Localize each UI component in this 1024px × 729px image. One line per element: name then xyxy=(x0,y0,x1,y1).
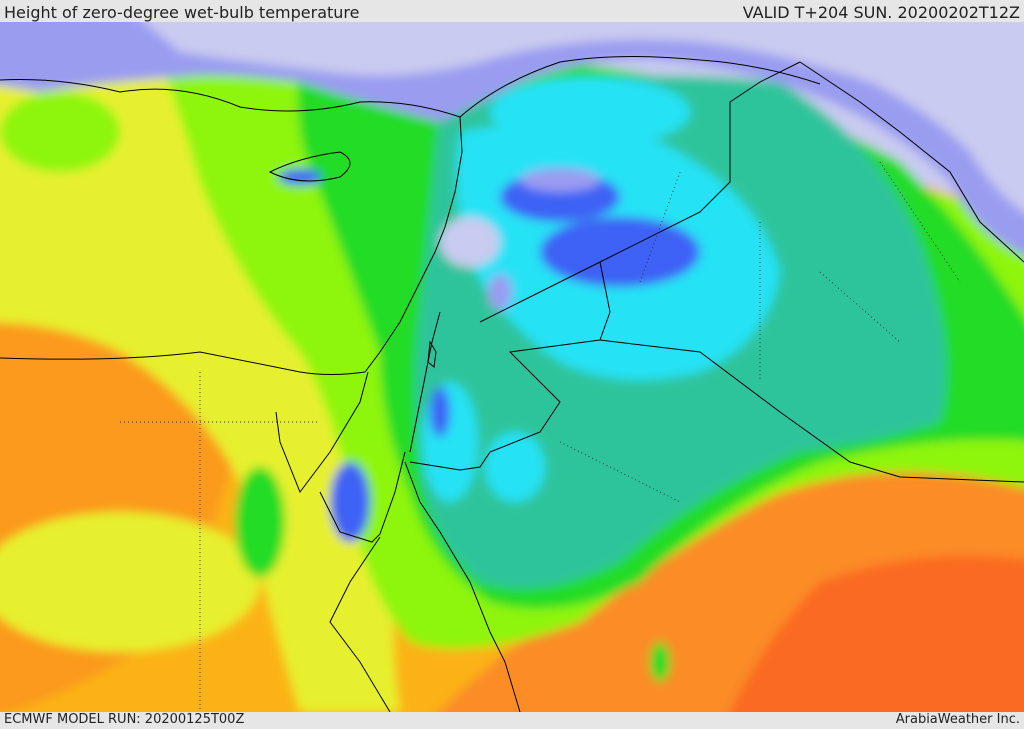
zone-green-patch xyxy=(235,467,285,577)
weather-map[interactable] xyxy=(0,22,1024,712)
cyprus-cold xyxy=(278,169,322,185)
footer-bar: ECMWF MODEL RUN: 20200125T00Z ArabiaWeat… xyxy=(0,712,1024,729)
zone-cyan xyxy=(422,382,478,502)
zone-lavender xyxy=(488,274,512,310)
zone-cyan xyxy=(485,432,545,502)
zone-green-patch xyxy=(330,462,370,542)
jordan-iraq xyxy=(599,261,611,341)
zone-green-patch xyxy=(650,642,670,682)
credit-label: ArabiaWeather Inc. xyxy=(895,712,1020,727)
zone-cyan xyxy=(490,77,690,147)
cyprus xyxy=(268,151,351,182)
zone-lime-patch xyxy=(0,92,120,172)
turkey-coast xyxy=(0,55,821,118)
jordan-saudi xyxy=(409,339,601,471)
zone-yellow-west xyxy=(0,63,424,712)
gulf-aqaba xyxy=(319,451,406,543)
zone-blue xyxy=(430,387,450,437)
header-bar: Height of zero-degree wet-bulb temperatu… xyxy=(0,0,1024,22)
red-sea-east xyxy=(404,461,521,712)
dead-sea xyxy=(427,340,437,368)
provinces xyxy=(120,161,961,712)
model-run: ECMWF MODEL RUN: 20200125T00Z xyxy=(4,712,245,727)
valid-time: VALID T+204 SUN. 20200202T12Z xyxy=(742,3,1020,22)
zone-red-se xyxy=(729,555,1024,712)
iraq-saudi xyxy=(599,339,1024,483)
syria-iraq xyxy=(479,61,801,323)
zone-lavender xyxy=(520,168,600,192)
zone-light-north xyxy=(144,22,1024,213)
iraq-iran xyxy=(799,61,1024,263)
map-canvas xyxy=(0,22,1024,712)
sinai-gulf-suez xyxy=(275,371,369,494)
levant-coast xyxy=(0,116,463,375)
israel-jordan xyxy=(409,311,441,453)
red-sea-west xyxy=(329,536,391,712)
borders xyxy=(0,55,1024,712)
zone-yellow-blob xyxy=(0,512,260,652)
map-title: Height of zero-degree wet-bulb temperatu… xyxy=(4,3,360,22)
zone-lavender xyxy=(440,217,500,267)
